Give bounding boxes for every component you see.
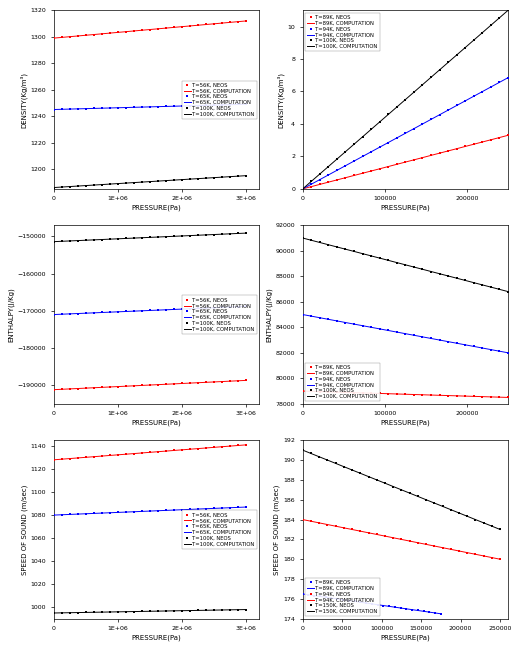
Legend: T=56K, NEOS, T=56K, COMPUTATION, T=65K, NEOS, T=65K, COMPUTATION, T=100K, NEOS, : T=56K, NEOS, T=56K, COMPUTATION, T=65K, … [182,80,256,119]
X-axis label: PRESSURE(Pa): PRESSURE(Pa) [132,634,181,641]
Y-axis label: ENTHALPY(J/Kg): ENTHALPY(J/Kg) [8,287,15,342]
Legend: T=89K, NEOS, T=89K, COMPUTATION, T=94K, NEOS, T=94K, COMPUTATION, T=100K, NEOS, : T=89K, NEOS, T=89K, COMPUTATION, T=94K, … [305,363,380,401]
Y-axis label: SPEED OF SOUND (m/sec): SPEED OF SOUND (m/sec) [274,484,280,574]
Legend: T=89K, NEOS, T=89K, COMPUTATION, T=94K, NEOS, T=94K, COMPUTATION, T=150K, NEOS, : T=89K, NEOS, T=89K, COMPUTATION, T=94K, … [305,578,380,616]
Y-axis label: DENSITY(Kg/m³): DENSITY(Kg/m³) [20,71,28,128]
X-axis label: PRESSURE(Pa): PRESSURE(Pa) [380,419,430,426]
Legend: T=56K, NEOS, T=56K, COMPUTATION, T=65K, NEOS, T=65K, COMPUTATION, T=100K, NEOS, : T=56K, NEOS, T=56K, COMPUTATION, T=65K, … [182,295,256,334]
X-axis label: PRESSURE(Pa): PRESSURE(Pa) [132,204,181,211]
X-axis label: PRESSURE(Pa): PRESSURE(Pa) [380,204,430,211]
Y-axis label: SPEED OF SOUND (m/sec): SPEED OF SOUND (m/sec) [21,484,28,574]
Legend: T=89K, NEOS, T=89K, COMPUTATION, T=94K, NEOS, T=94K, COMPUTATION, T=100K, NEOS, : T=89K, NEOS, T=89K, COMPUTATION, T=94K, … [305,13,380,51]
X-axis label: PRESSURE(Pa): PRESSURE(Pa) [380,634,430,641]
Legend: T=56K, NEOS, T=56K, COMPUTATION, T=65K, NEOS, T=65K, COMPUTATION, T=100K, NEOS, : T=56K, NEOS, T=56K, COMPUTATION, T=65K, … [182,510,256,548]
Y-axis label: DENSITY(Kg/m³): DENSITY(Kg/m³) [277,71,284,128]
X-axis label: PRESSURE(Pa): PRESSURE(Pa) [132,419,181,426]
Y-axis label: ENTHALPY(J/Kg): ENTHALPY(J/Kg) [266,287,272,342]
